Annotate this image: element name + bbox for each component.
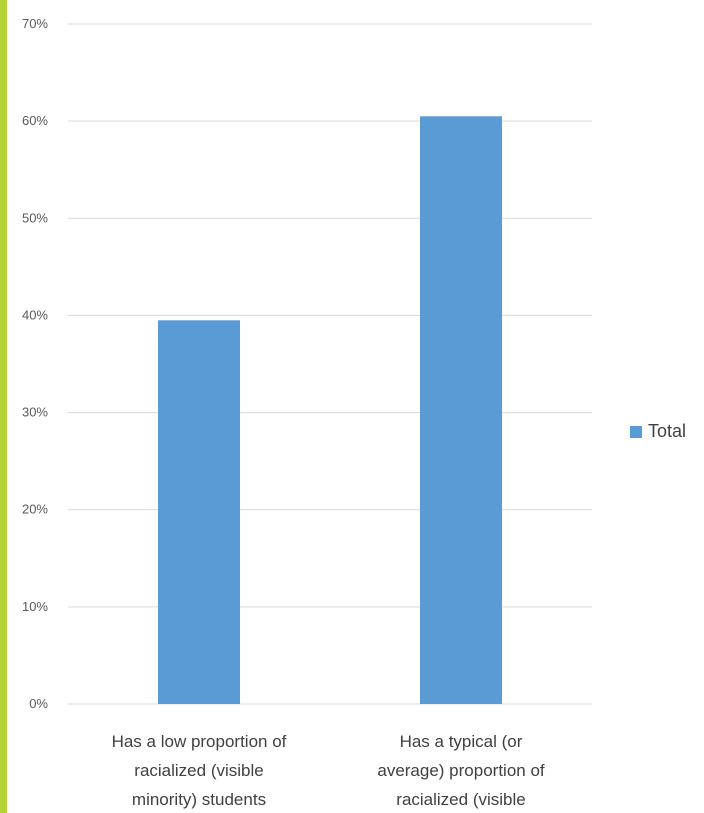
y-tick-label: 50% <box>22 210 48 225</box>
x-category-label-line: Has a low proportion of <box>112 732 287 751</box>
x-category-label-line: racialized (visible <box>134 761 263 780</box>
y-tick-label: 70% <box>22 16 48 31</box>
y-tick-label: 0% <box>29 696 48 711</box>
accent-bar <box>0 0 7 813</box>
bar <box>158 320 240 704</box>
x-category-label: Has a typical (or average) proportion of r… <box>377 732 545 809</box>
bars <box>158 116 502 705</box>
y-axis-tick-labels: 0% 10% 20% 30% 40% 50% 60% 70% <box>22 16 48 711</box>
x-category-label-line: minority) students <box>132 790 266 809</box>
x-category-label-line: racialized (visible <box>396 790 525 809</box>
y-tick-label: 60% <box>22 113 48 128</box>
legend-swatch-total <box>630 425 642 438</box>
legend-label-total: Total <box>648 421 687 441</box>
x-category-label: Has a low proportion of racialized (visib… <box>112 732 287 809</box>
x-axis-category-labels: Has a low proportion of racialized (visib… <box>112 732 545 809</box>
x-category-label-line: Has a typical (or <box>400 732 523 751</box>
y-tick-label: 40% <box>22 307 48 322</box>
gridlines <box>68 23 592 705</box>
legend: Total <box>630 421 686 442</box>
y-tick-label: 10% <box>22 599 48 614</box>
y-tick-label: 30% <box>22 405 48 420</box>
x-category-label-line: average) proportion of <box>377 761 545 780</box>
bar <box>420 116 502 705</box>
y-tick-label: 20% <box>22 502 48 517</box>
